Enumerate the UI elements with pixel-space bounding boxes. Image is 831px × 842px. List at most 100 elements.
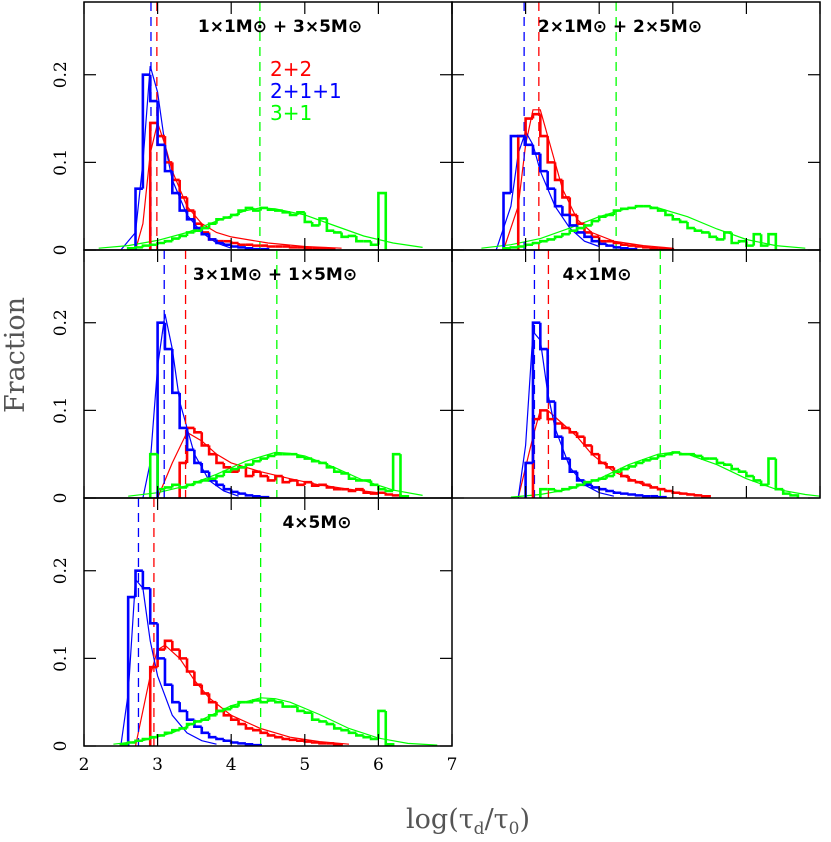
histogram-bin: [561, 487, 570, 491]
histogram-bin: [229, 740, 239, 744]
histogram-bin: [575, 471, 585, 482]
histogram-bin: [222, 462, 232, 469]
histogram-bin: [229, 213, 239, 218]
histogram-bin: [347, 489, 357, 493]
histogram-bin: [237, 466, 246, 470]
histogram-bin: [678, 452, 688, 456]
histogram-bin: [281, 702, 291, 708]
histogram-bin: [347, 730, 357, 735]
histogram-bin: [259, 730, 268, 735]
y-tick-label: 0.2: [51, 61, 71, 88]
y-tick-label: 0.2: [51, 309, 71, 336]
histogram-bin: [575, 432, 585, 438]
histogram-bin: [178, 727, 188, 731]
panel-title: 3×1M⊙ + 1×5M⊙: [193, 265, 357, 285]
histogram-bin: [281, 476, 291, 484]
histogram-bin: [185, 197, 195, 212]
histogram-bin: [215, 239, 224, 245]
histogram-bin: [384, 710, 395, 746]
histogram-bin: [619, 246, 629, 250]
histogram-bin: [634, 204, 644, 208]
histogram-bin: [274, 735, 283, 739]
histogram-bin: [509, 246, 519, 249]
legend-entry: 2+1+1: [270, 79, 342, 103]
histogram-bin: [222, 242, 232, 247]
histogram-bin: [156, 101, 165, 147]
histogram-bin: [229, 241, 239, 245]
x-tick-label: 5: [299, 755, 310, 775]
histogram-bin: [605, 474, 614, 479]
histogram-bin: [274, 209, 283, 212]
histogram-bin: [244, 463, 254, 468]
histogram-bin: [561, 232, 570, 237]
histogram-bin: [332, 742, 343, 746]
histogram-bin: [752, 232, 762, 246]
histogram-bin: [612, 209, 622, 215]
histogram-bin: [700, 494, 711, 498]
histogram-bin: [310, 482, 320, 488]
histogram-bin: [200, 718, 210, 722]
histogram-bin: [193, 720, 202, 725]
fit-curve: [517, 329, 615, 499]
histogram-bin: [355, 487, 364, 491]
histogram-bin: [693, 494, 703, 497]
histogram-bin: [303, 480, 313, 485]
histogram-bin: [664, 452, 673, 456]
histogram-bin: [767, 457, 776, 485]
histogram-bin: [605, 243, 614, 247]
histogram-bin: [693, 454, 703, 458]
histogram-bin: [524, 243, 533, 247]
panel-title: 4×5M⊙: [282, 513, 351, 533]
histogram-bin: [266, 476, 276, 482]
panel-frame: [83, 249, 453, 499]
y-tick-label: 0.2: [51, 557, 71, 584]
x-label-part: log(τ: [406, 804, 474, 835]
histogram-bin: [369, 737, 379, 741]
histogram-bin: [259, 700, 268, 704]
histogram-bin: [627, 465, 636, 470]
panel-frame: [83, 497, 453, 747]
histogram-bin: [178, 392, 188, 430]
x-label-part: /τ: [485, 804, 509, 835]
y-tick-label: 0: [51, 741, 71, 752]
histogram-bin: [251, 470, 261, 477]
histogram-bin: [288, 212, 298, 217]
histogram-bin: [244, 206, 254, 211]
histogram-bin: [251, 247, 261, 251]
histogram-bin: [502, 191, 511, 250]
histogram-bin: [156, 321, 165, 498]
histogram-bin: [148, 243, 158, 247]
histogram-bin: [759, 234, 769, 247]
y-tick-label: 0: [51, 245, 71, 256]
histogram-bin: [605, 213, 614, 217]
x-tick-label: 7: [447, 755, 458, 775]
histogram-bin: [539, 487, 548, 498]
histogram-bin: [627, 206, 636, 210]
histogram-bin: [597, 487, 607, 491]
histogram-bin: [759, 480, 769, 487]
histogram-bin: [369, 492, 379, 495]
x-tick-label: 2: [79, 755, 90, 775]
histogram-bin: [546, 349, 556, 403]
histogram-bin: [193, 480, 202, 485]
histogram-bin: [200, 684, 210, 695]
histogram-bin: [163, 239, 173, 243]
histogram-bin: [612, 490, 622, 495]
histogram-bin: [678, 492, 688, 495]
histogram-bin: [737, 239, 747, 243]
histogram-bin: [619, 492, 629, 495]
legend-entry: 2+2: [270, 57, 312, 81]
histogram-bin: [568, 486, 578, 490]
histogram-bin: [303, 246, 313, 250]
histogram-bin: [237, 742, 246, 745]
histogram-bin: [266, 207, 276, 211]
y-tick-label: 0.1: [51, 397, 71, 424]
histogram-bin: [575, 226, 585, 231]
histogram-bin: [362, 735, 372, 739]
histogram-bin: [237, 242, 246, 247]
histogram-bin: [723, 462, 732, 466]
histogram-bin: [156, 623, 165, 660]
histogram-bin: [340, 232, 349, 239]
histogram-bin: [171, 171, 180, 195]
histogram-bin: [318, 483, 327, 487]
